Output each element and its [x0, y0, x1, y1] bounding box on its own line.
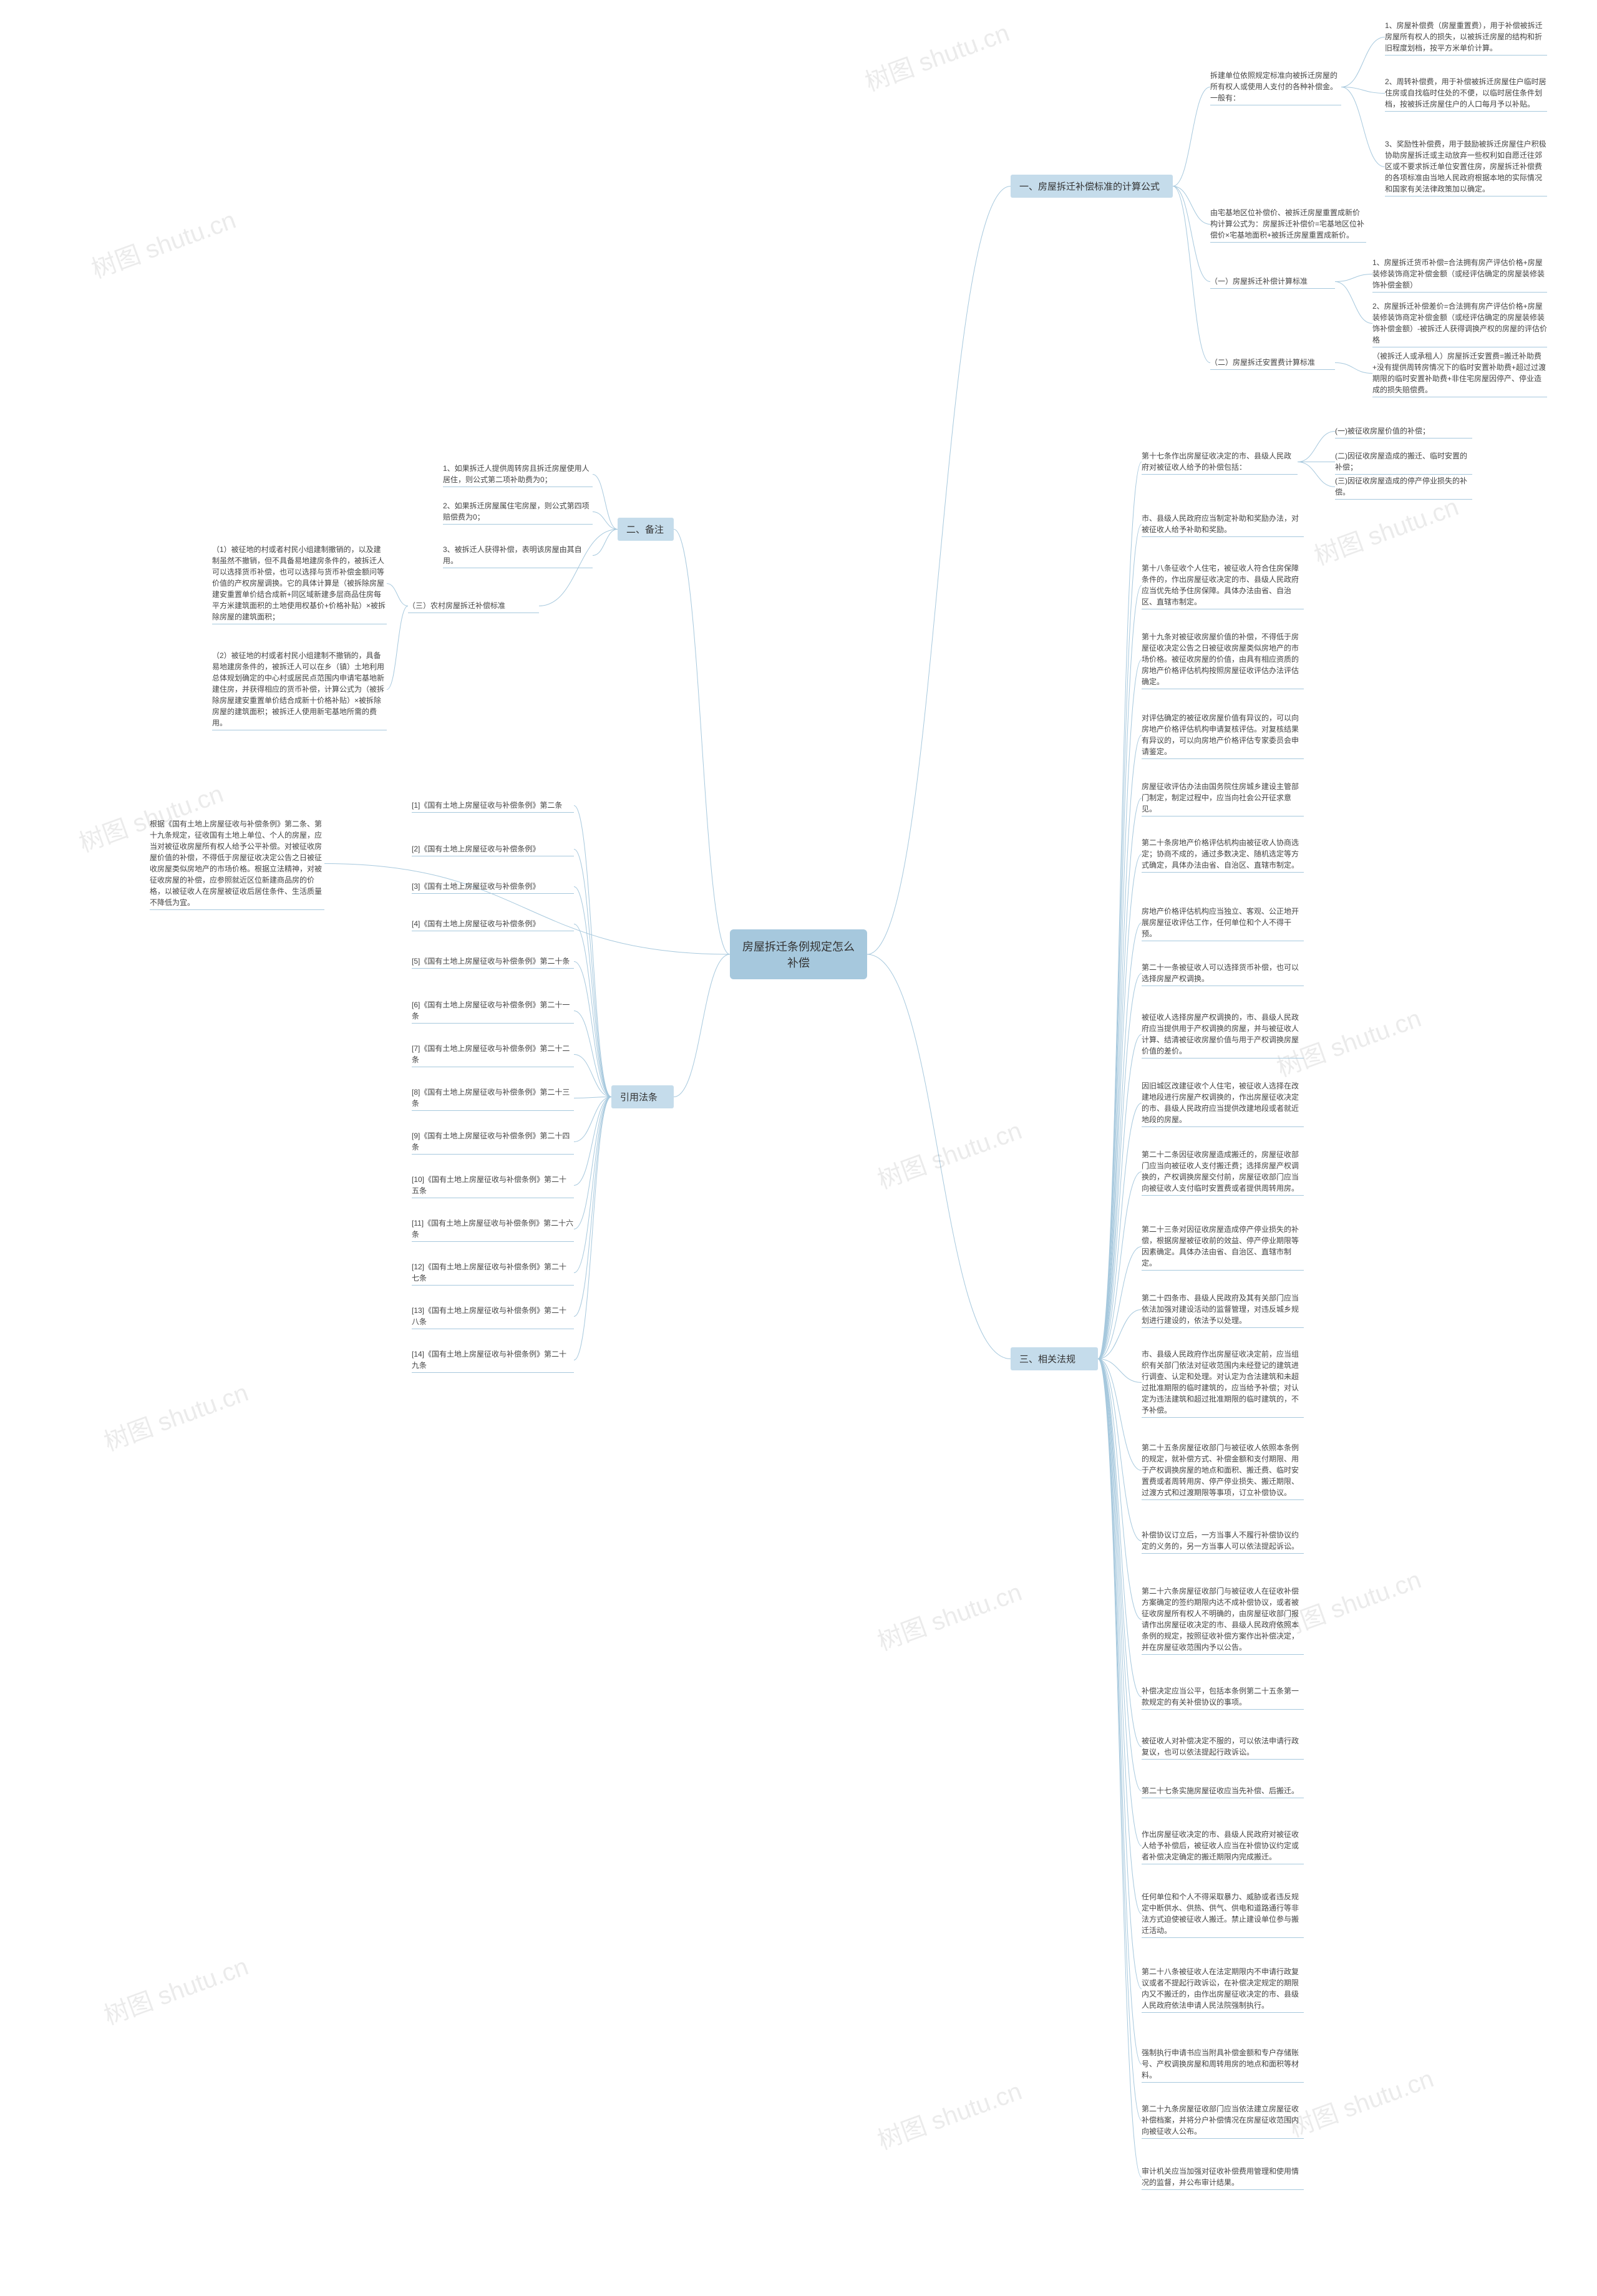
branch-b4-child-0-sub-2: (三)因征收房屋造成的停产停业损失的补偿。: [1335, 474, 1472, 500]
branch-b4-child-12: 第二十三条对因征收房屋造成停产停业损失的补偿，根据房屋被征收前的效益、停产停业期…: [1142, 1223, 1304, 1271]
connector-lines: [0, 0, 1597, 2296]
branch-b3-child-10: [11]《国有土地上房屋征收与补偿条例》第二十六条: [412, 1216, 574, 1242]
branch-b4-child-5: 房屋征收评估办法由国务院住房城乡建设主管部门制定，制定过程中，应当向社会公开征求…: [1142, 780, 1304, 816]
branch-b1-child-0-sub-0: 1、房屋补偿费（房屋重置费），用于补偿被拆迁房屋所有权人的损失，以被拆迁房屋的结…: [1385, 19, 1547, 56]
branch-b4-child-22: 任何单位和个人不得采取暴力、威胁或者违反规定中断供水、供热、供气、供电和道路通行…: [1142, 1890, 1304, 1938]
branch-b1-child-3-sub-0: （被拆迁人或承租人）房屋拆迁安置费=搬迁补助费+没有提供周转房情况下的临时安置补…: [1372, 349, 1547, 397]
branch-b4-child-3: 第十九条对被征收房屋价值的补偿，不得低于房屋征收决定公告之日被征收房屋类似房地产…: [1142, 630, 1304, 689]
branch-b4-child-14: 市、县级人民政府作出房屋征收决定前，应当组织有关部门依法对征收范围内未经登记的建…: [1142, 1347, 1304, 1418]
branch-b1-child-3: （二）房屋拆迁安置费计算标准: [1210, 356, 1335, 370]
branch-b3-child-13: [14]《国有土地上房屋征收与补偿条例》第二十九条: [412, 1347, 574, 1373]
branch-b1-child-0-sub-2: 3、奖励性补偿费，用于鼓励被拆迁房屋住户积极协助房屋拆迁或主动放弃一些权利如自愿…: [1385, 137, 1547, 196]
branch-b4: 三、相关法规: [1011, 1347, 1098, 1370]
branch-b3-child-7: [8]《国有土地上房屋征收与补偿条例》第二十三条: [412, 1085, 574, 1111]
branch-b3-child-8: [9]《国有土地上房屋征收与补偿条例》第二十四条: [412, 1129, 574, 1155]
branch-b4-child-1: 市、县级人民政府应当制定补助和奖励办法，对被征收人给予补助和奖励。: [1142, 511, 1304, 537]
branch-b4-child-15: 第二十五条房屋征收部门与被征收人依照本条例的规定，就补偿方式、补偿金额和支付期限…: [1142, 1441, 1304, 1500]
branch-b4-child-4: 对评估确定的被征收房屋价值有异议的，可以向房地产价格评估机构申请复核评估。对复核…: [1142, 711, 1304, 759]
branch-b3-child-6: [7]《国有土地上房屋征收与补偿条例》第二十二条: [412, 1042, 574, 1067]
branch-b4-child-7: 房地产价格评估机构应当独立、客观、公正地开展房屋征收评估工作，任何单位和个人不得…: [1142, 904, 1304, 941]
branch-b1-child-2: （一）房屋拆迁补偿计算标准: [1210, 274, 1335, 289]
branch-b4-child-0-sub-0: (一)被征收房屋价值的补偿；: [1335, 424, 1472, 438]
branch-b3-child-9: [10]《国有土地上房屋征收与补偿条例》第二十五条: [412, 1173, 574, 1198]
branch-b4-child-17: 第二十六条房屋征收部门与被征收人在征收补偿方案确定的签约期限内达不成补偿协议，或…: [1142, 1584, 1304, 1655]
branch-b3-child-11: [12]《国有土地上房屋征收与补偿条例》第二十七条: [412, 1260, 574, 1286]
branch-b1-child-0-sub-1: 2、周转补偿费，用于补偿被拆迁房屋住户临时居住房或自找临时住处的不便，以临时居住…: [1385, 75, 1547, 112]
branch-b3-child-5: [6]《国有土地上房屋征收与补偿条例》第二十一条: [412, 998, 574, 1024]
branch-b4-child-26: 审计机关应当加强对征收补偿费用管理和使用情况的监督，并公布审计结果。: [1142, 2164, 1304, 2190]
branch-b4-child-18: 补偿决定应当公平，包括本条例第二十五条第一款规定的有关补偿协议的事项。: [1142, 1684, 1304, 1710]
branch-b1-child-2-sub-1: 2、房屋拆迁补偿差价=合法拥有房产评估价格+房屋装修装饰商定补偿金额（或经评估确…: [1372, 299, 1547, 347]
branch-b3-child-0: [1]《国有土地上房屋征收与补偿条例》第二条: [412, 798, 574, 813]
watermark: 树图 shutu.cn: [98, 1946, 253, 2032]
branch-b1-child-2-sub-0: 1、房屋拆迁货币补偿=合法拥有房产评估价格+房屋装修装饰商定补偿金额（或经评估确…: [1372, 256, 1547, 293]
watermark: 树图 shutu.cn: [85, 200, 240, 285]
branch-b1-child-1: 由宅基地区位补偿价、被拆迁房屋重置成新价构计算公式为：房屋拆迁补偿价=宅基地区位…: [1210, 206, 1366, 243]
branch-b2-child-0: 1、如果拆迁人提供周转房且拆迁房屋使用人居住，则公式第二项补助费为0；: [443, 462, 593, 487]
branch-b3: 引用法条: [611, 1085, 674, 1108]
branch-b4-child-6: 第二十条房地产价格评估机构由被征收人协商选定；协商不成的，通过多数决定、随机选定…: [1142, 836, 1304, 873]
branch-b4-child-9: 被征收人选择房屋产权调换的，市、县级人民政府应当提供用于产权调换的房屋，并与被征…: [1142, 1010, 1304, 1058]
intro-paragraph: 根据《国有土地上房屋征收与补偿条例》第二条、第十九条规定，征收国有土地上单位、个…: [150, 817, 324, 910]
branch-b4-child-2: 第十八条征收个人住宅，被征收人符合住房保障条件的，作出房屋征收决定的市、县级人民…: [1142, 561, 1304, 609]
watermark: 树图 shutu.cn: [98, 1372, 253, 1458]
branch-b4-child-24: 强制执行申请书应当附具补偿金额和专户存储账号、产权调换房屋和周转用房的地点和面积…: [1142, 2046, 1304, 2083]
branch-b4-child-13: 第二十四条市、县级人民政府及其有关部门应当依法加强对建设活动的监督管理，对违反城…: [1142, 1291, 1304, 1328]
watermark: 树图 shutu.cn: [871, 1572, 1026, 1657]
branch-b3-child-4: [5]《国有土地上房屋征收与补偿条例》第二十条: [412, 954, 574, 969]
branch-b2-child-2: 3、被拆迁人获得补偿，表明该房屋由其自用。: [443, 543, 593, 568]
branch-b4-child-23: 第二十八条被征收人在法定期限内不申请行政复议或者不提起行政诉讼，在补偿决定规定的…: [1142, 1965, 1304, 2013]
branch-b4-child-8: 第二十一条被征收人可以选择货币补偿，也可以选择房屋产权调换。: [1142, 961, 1304, 986]
branch-b4-child-25: 第二十九条房屋征收部门应当依法建立房屋征收补偿档案，并将分户补偿情况在房屋征收范…: [1142, 2102, 1304, 2139]
branch-b4-child-0: 第十七条作出房屋征收决定的市、县级人民政府对被征收人给予的补偿包括：: [1142, 449, 1298, 475]
branch-b3-child-1: [2]《国有土地上房屋征收与补偿条例》: [412, 842, 574, 856]
branch-b4-child-0-sub-1: (二)因征收房屋造成的搬迁、临时安置的补偿；: [1335, 449, 1472, 475]
branch-b2-child-3-sub-1: （2）被征地的村或者村民小组建制不撤销的，具备易地建房条件的，被拆迁人可以在乡（…: [212, 649, 387, 730]
root-node: 房屋拆迁条例规定怎么补偿: [730, 929, 867, 979]
branch-b4-child-19: 被征收人对补偿决定不服的，可以依法申请行政复议，也可以依法提起行政诉讼。: [1142, 1734, 1304, 1760]
branch-b2: 二、备注: [618, 518, 674, 541]
branch-b1-child-0: 拆建单位依照规定标准向被拆迁房屋的所有权人或使用人支付的各种补偿金。一般有：: [1210, 69, 1341, 105]
branch-b4-child-11: 第二十二条因征收房屋造成搬迁的，房屋征收部门应当向被征收人支付搬迁费；选择房屋产…: [1142, 1148, 1304, 1196]
branch-b2-child-3: （三）农村房屋拆迁补偿标准: [408, 599, 539, 613]
watermark: 树图 shutu.cn: [859, 12, 1014, 98]
branch-b1: 一、房屋拆迁补偿标准的计算公式: [1011, 175, 1173, 198]
branch-b4-child-20: 第二十七条实施房屋征收应当先补偿、后搬迁。: [1142, 1784, 1304, 1798]
branch-b4-child-10: 因旧城区改建征收个人住宅，被征收人选择在改建地段进行房屋产权调换的，作出房屋征收…: [1142, 1079, 1304, 1127]
branch-b2-child-1: 2、如果拆迁房屋属住宅房屋，则公式第四项赔偿费为0；: [443, 499, 593, 525]
branch-b3-child-3: [4]《国有土地上房屋征收与补偿条例》: [412, 917, 574, 931]
branch-b4-child-21: 作出房屋征收决定的市、县级人民政府对被征收人给予补偿后，被征收人应当在补偿协议约…: [1142, 1828, 1304, 1864]
branch-b3-child-12: [13]《国有土地上房屋征收与补偿条例》第二十八条: [412, 1304, 574, 1329]
watermark: 树图 shutu.cn: [1283, 2058, 1438, 2144]
watermark: 树图 shutu.cn: [871, 2071, 1026, 2156]
branch-b4-child-16: 补偿协议订立后，一方当事人不履行补偿协议约定的义务的，另一方当事人可以依法提起诉…: [1142, 1528, 1304, 1554]
branch-b2-child-3-sub-0: （1）被征地的村或者村民小组建制撤销的，以及建制虽然不撤销，但不具备易地建房条件…: [212, 543, 387, 624]
branch-b3-child-2: [3]《国有土地上房屋征收与补偿条例》: [412, 879, 574, 894]
watermark: 树图 shutu.cn: [871, 1110, 1026, 1196]
